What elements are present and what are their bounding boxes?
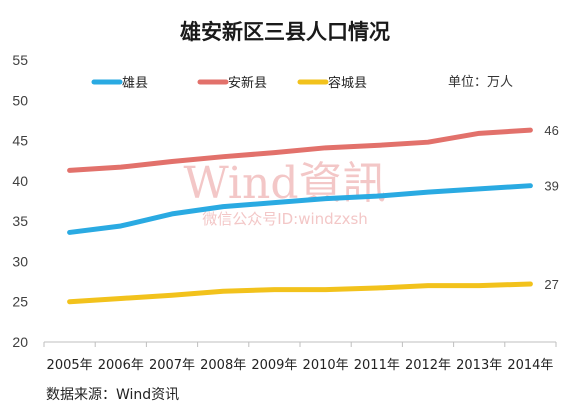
x-tick-label: 2011年 (354, 358, 400, 373)
y-tick-label: 45 (12, 133, 28, 149)
x-tick-label: 2012年 (405, 358, 451, 373)
y-tick-label: 25 (12, 294, 28, 310)
legend-label: 容城县 (328, 75, 367, 91)
y-axis: 20 25 30 35 40 45 50 55 (12, 52, 28, 350)
y-tick-label: 40 (12, 173, 28, 189)
watermark: Wind資訊 微信公众号ID:windzxsh (183, 158, 386, 228)
series-end-label: 39 (544, 179, 558, 194)
series-line-1 (67, 127, 533, 173)
x-tick-label: 2009年 (251, 358, 297, 373)
x-tick-label: 2014年 (507, 358, 553, 373)
series-line-0 (67, 183, 533, 235)
series-end-label: 46 (544, 123, 558, 138)
x-tick-label: 2006年 (98, 358, 144, 373)
watermark-sub: 微信公众号ID:windzxsh (202, 210, 368, 228)
y-tick-label: 55 (12, 52, 28, 68)
y-tick-label: 30 (12, 253, 28, 269)
x-tick-label: 2013年 (456, 358, 502, 373)
x-tick-label: 2010年 (303, 358, 349, 373)
x-axis: 2005年 2006年 2007年 2008年 2009年 2010年 2011年 2012年… (43, 341, 557, 373)
y-tick-label: 20 (12, 334, 28, 350)
series-line-2 (67, 281, 533, 305)
chart-title: 雄安新区三县人口情况 (180, 20, 390, 44)
y-tick-label: 50 (12, 92, 28, 108)
source-note: 数据来源：Wind资讯 (46, 387, 180, 403)
x-tick-label: 2008年 (200, 358, 246, 373)
series-end-label: 27 (544, 277, 558, 292)
series-lines: 39 46 27 (67, 123, 559, 305)
legend: 雄县 安新县 容城县 (91, 75, 367, 91)
legend-label: 雄县 (122, 76, 148, 91)
x-tick-label: 2007年 (149, 358, 195, 373)
x-tick-label: 2005年 (47, 358, 93, 373)
legend-label: 安新县 (228, 75, 267, 91)
y-tick-label: 35 (12, 213, 28, 229)
unit-label: 单位：万人 (448, 75, 513, 90)
